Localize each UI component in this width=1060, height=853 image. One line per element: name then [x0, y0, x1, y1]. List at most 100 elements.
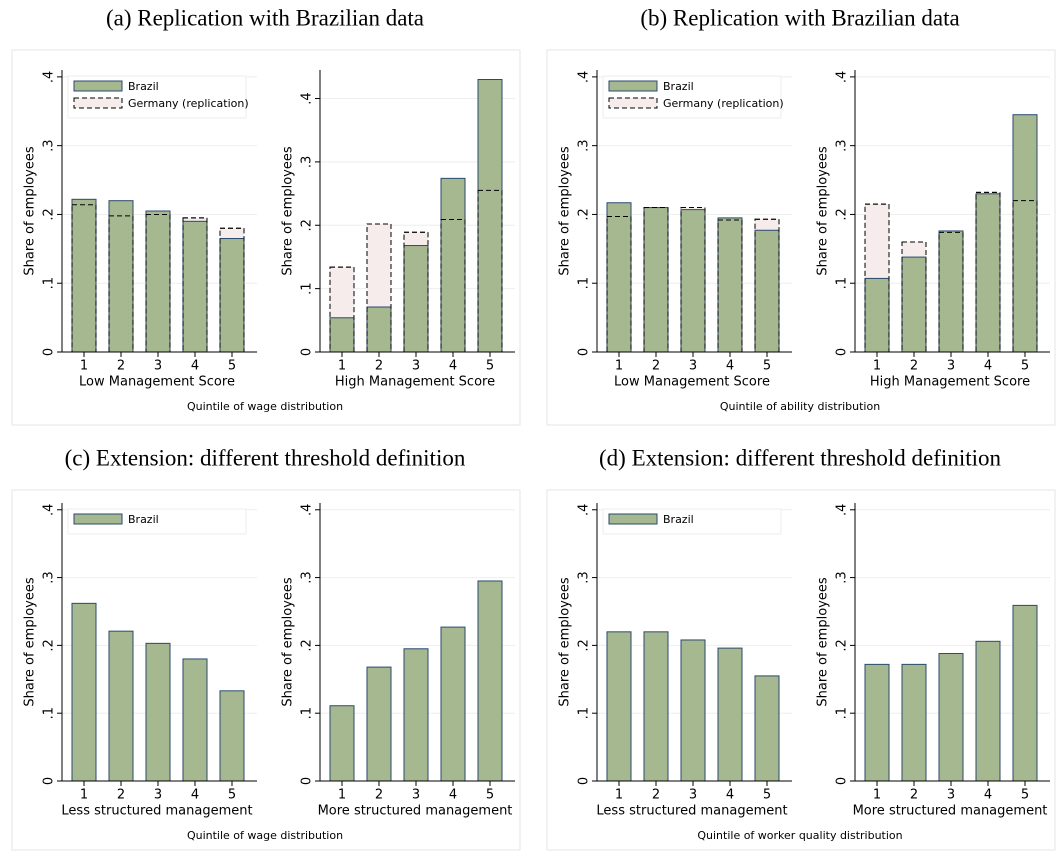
x-axis-label: High Management Score — [335, 375, 495, 390]
panel-caption: (d) Extension: different threshold defin… — [599, 445, 1001, 470]
y-tick-label: .3 — [577, 139, 592, 151]
bar — [145, 210, 171, 353]
x-tick-label: 4 — [449, 359, 457, 374]
bar — [606, 202, 632, 353]
x-tick-label: 1 — [80, 359, 88, 374]
x-tick-label: 2 — [117, 359, 125, 374]
x-tick-label: 2 — [117, 788, 125, 803]
y-tick-label: 0 — [300, 348, 315, 356]
y-tick-label: .1 — [42, 707, 57, 719]
bar — [901, 663, 927, 782]
panel-frame — [11, 49, 521, 426]
legend-swatch — [73, 513, 123, 525]
bar — [403, 648, 429, 782]
y-tick-label: .4 — [42, 71, 57, 83]
panel-caption: (a) Replication with Brazilian data — [106, 5, 424, 30]
y-tick-label: .3 — [300, 571, 315, 583]
bar — [901, 256, 927, 353]
bar — [680, 639, 706, 782]
panel-frame — [546, 489, 1056, 851]
bar — [938, 653, 964, 782]
x-tick-label: 5 — [763, 359, 771, 374]
y-tick-label: .3 — [835, 139, 850, 151]
bar — [1012, 604, 1038, 782]
bar — [182, 658, 208, 782]
y-tick-label: .2 — [300, 639, 315, 651]
bar — [108, 200, 134, 353]
bar — [754, 229, 780, 353]
bar — [864, 277, 890, 353]
y-axis-label: Share of employees — [558, 577, 573, 706]
legend-label: Brazil — [128, 80, 159, 93]
shared-x-label: Quintile of ability distribution — [720, 400, 880, 413]
x-tick-label: 5 — [228, 359, 236, 374]
y-tick-label: 0 — [577, 777, 592, 785]
x-tick-label: 2 — [910, 359, 918, 374]
y-tick-label: .1 — [577, 277, 592, 289]
y-tick-label: .4 — [300, 504, 315, 516]
y-tick-label: 0 — [577, 348, 592, 356]
x-tick-label: 3 — [689, 359, 697, 374]
legend-swatch — [608, 513, 658, 525]
comparison-outline — [864, 203, 890, 353]
x-tick-label: 4 — [984, 359, 992, 374]
y-tick-label: .4 — [577, 71, 592, 83]
x-tick-label: 1 — [338, 788, 346, 803]
y-tick-label: .4 — [300, 92, 315, 104]
x-tick-label: 1 — [338, 359, 346, 374]
bar — [329, 705, 355, 782]
y-tick-label: .2 — [835, 208, 850, 220]
x-tick-label: 1 — [873, 359, 881, 374]
bar — [108, 630, 134, 782]
x-tick-label: 1 — [80, 788, 88, 803]
x-tick-label: 1 — [615, 359, 623, 374]
y-axis-label: Share of employees — [816, 577, 831, 706]
legend-label: Brazil — [663, 513, 694, 526]
y-axis-label: Share of employees — [23, 577, 38, 706]
x-tick-label: 5 — [486, 788, 494, 803]
x-tick-label: 3 — [689, 788, 697, 803]
x-tick-label: 5 — [763, 788, 771, 803]
y-tick-label: .3 — [835, 571, 850, 583]
comparison-outline — [477, 189, 503, 353]
bar — [329, 317, 355, 353]
x-tick-label: 3 — [154, 359, 162, 374]
x-tick-label: 4 — [191, 359, 199, 374]
x-tick-label: 3 — [412, 359, 420, 374]
panel-frame — [11, 489, 521, 851]
bar — [366, 666, 392, 782]
shared-x-label: Quintile of wage distribution — [187, 829, 343, 842]
y-tick-label: .1 — [300, 282, 315, 294]
x-axis-label: Less structured management — [596, 804, 787, 819]
bar — [643, 631, 669, 782]
x-tick-label: 5 — [228, 788, 236, 803]
y-tick-label: .2 — [835, 639, 850, 651]
bar — [219, 238, 245, 353]
bar — [477, 79, 503, 353]
y-tick-label: .1 — [835, 277, 850, 289]
legend-swatch — [73, 80, 123, 92]
y-tick-label: .4 — [42, 504, 57, 516]
x-tick-label: 4 — [984, 788, 992, 803]
shared-x-label: Quintile of worker quality distribution — [697, 829, 902, 842]
x-axis-label: Less structured management — [61, 804, 252, 819]
bar — [717, 217, 743, 353]
y-axis-label: Share of employees — [23, 146, 38, 275]
x-tick-label: 2 — [375, 359, 383, 374]
y-tick-label: .4 — [835, 71, 850, 83]
bar — [975, 193, 1001, 353]
y-axis-label: Share of employees — [816, 146, 831, 275]
x-tick-label: 3 — [412, 788, 420, 803]
y-tick-label: .2 — [300, 219, 315, 231]
panel-caption: (c) Extension: different threshold defin… — [65, 445, 466, 470]
bar — [938, 230, 964, 353]
bar — [477, 580, 503, 782]
y-axis-label: Share of employees — [281, 577, 296, 706]
bar — [403, 245, 429, 353]
y-tick-label: 0 — [835, 348, 850, 356]
x-axis-label: Low Management Score — [614, 375, 770, 390]
y-tick-label: .1 — [42, 277, 57, 289]
x-tick-label: 3 — [947, 359, 955, 374]
y-tick-label: 0 — [42, 777, 57, 785]
